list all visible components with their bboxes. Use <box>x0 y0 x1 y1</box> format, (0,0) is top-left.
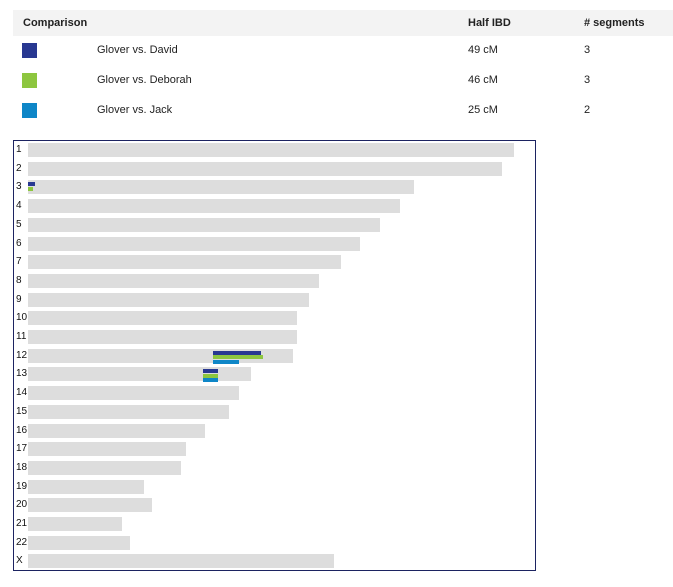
chromosome-row-3: 3 <box>14 178 535 196</box>
chromosome-row-19: 19 <box>14 478 535 496</box>
table-row[interactable]: Glover vs. David 49 cM 3 <box>13 37 673 67</box>
chromosome-bar <box>28 161 503 176</box>
header-segments: # segments <box>584 17 645 29</box>
segments-count: 3 <box>584 44 591 56</box>
chromosome-row-22: 22 <box>14 534 535 552</box>
ibd-segment[interactable] <box>213 350 261 355</box>
chromosome-row-4: 4 <box>14 197 535 215</box>
chromosome-bar <box>28 404 229 419</box>
ibd-segment[interactable] <box>203 378 219 383</box>
table-row[interactable]: Glover vs. Deborah 46 cM 3 <box>13 67 673 97</box>
chromosome-bar <box>28 143 515 157</box>
chromosome-row-16: 16 <box>14 422 535 440</box>
chromosome-label: 17 <box>16 443 28 455</box>
segments-count: 2 <box>584 104 591 116</box>
chromosome-label: 19 <box>16 480 28 492</box>
chromosome-bar <box>28 517 122 531</box>
segments-count: 3 <box>584 74 591 86</box>
chromosome-row-1: 1 <box>14 141 535 159</box>
chromosome-row-10: 10 <box>14 309 535 327</box>
chromosome-bar <box>28 367 251 382</box>
color-swatch <box>22 73 37 88</box>
chromosome-label: 18 <box>16 461 28 473</box>
chromosome-row-6: 6 <box>14 235 535 253</box>
chromosome-label: 16 <box>16 424 28 436</box>
half-ibd-value: 46 cM <box>468 74 498 86</box>
chromosome-label: 4 <box>16 200 22 212</box>
chromosome-label: 2 <box>16 162 22 174</box>
chromosome-row-18: 18 <box>14 459 535 477</box>
chromosome-row-5: 5 <box>14 216 535 234</box>
chromosome-row-2: 2 <box>14 160 535 178</box>
comparison-name: Glover vs. Deborah <box>97 74 192 86</box>
chromosome-label: 15 <box>16 405 28 417</box>
chromosome-browser: 1 2 3 4 5 6 7 8 9 10 11 12 13 14 15 16 17 18 19 20 21 22 X <box>13 140 536 571</box>
comparison-name: Glover vs. David <box>97 44 178 56</box>
chromosome-bar <box>28 199 401 214</box>
half-ibd-value: 25 cM <box>468 104 498 116</box>
chromosome-label: 5 <box>16 218 22 230</box>
chromosome-label: 13 <box>16 368 28 380</box>
color-swatch <box>22 43 37 58</box>
chromosome-bar <box>28 273 319 288</box>
chromosome-bar <box>28 330 297 344</box>
chromosome-label: 21 <box>16 518 28 529</box>
chromosome-row-9: 9 <box>14 291 535 309</box>
chromosome-bar <box>28 311 297 326</box>
chromosome-label: 10 <box>16 312 28 324</box>
chromosome-bar <box>28 442 187 457</box>
chromosome-bar <box>28 498 153 513</box>
ibd-segment[interactable] <box>28 182 35 187</box>
chromosome-row-7: 7 <box>14 253 535 271</box>
table-row[interactable]: Glover vs. Jack 25 cM 2 <box>13 97 673 127</box>
chromosome-bar <box>28 535 130 550</box>
chromosome-label: 7 <box>16 256 22 268</box>
chromosome-label: 1 <box>16 144 22 155</box>
chromosome-label: 14 <box>16 387 28 399</box>
ibd-segment[interactable] <box>203 373 219 378</box>
chromosome-bar <box>28 479 144 494</box>
chromosome-row-14: 14 <box>14 384 535 402</box>
chromosome-row-21: 21 <box>14 515 535 533</box>
chromosome-bar <box>28 554 334 569</box>
chromosome-row-17: 17 <box>14 440 535 458</box>
ibd-segment[interactable] <box>28 186 34 191</box>
chromosome-label: X <box>16 555 23 567</box>
chromosome-bar <box>28 292 309 307</box>
chromosome-bar <box>28 423 205 438</box>
chromosome-row-8: 8 <box>14 272 535 290</box>
chromosome-label: 22 <box>16 536 28 548</box>
chromosome-label: 8 <box>16 274 22 286</box>
ibd-segment[interactable] <box>213 359 239 364</box>
chromosome-bar <box>28 460 181 475</box>
chromosome-label: 20 <box>16 499 28 511</box>
color-swatch <box>22 103 37 118</box>
header-half-ibd: Half IBD <box>468 17 511 29</box>
ibd-segment[interactable] <box>213 355 263 360</box>
chromosome-bar <box>28 217 380 232</box>
chromosome-bar <box>28 386 239 401</box>
chromosome-row-11: 11 <box>14 328 535 346</box>
chromosome-row-15: 15 <box>14 403 535 421</box>
comparison-name: Glover vs. Jack <box>97 104 173 116</box>
chromosome-row-x: X <box>14 552 535 570</box>
chromosome-row-13: 13 <box>14 365 535 383</box>
half-ibd-value: 49 cM <box>468 44 498 56</box>
chromosome-label: 3 <box>16 181 22 193</box>
chromosome-label: 12 <box>16 349 28 361</box>
table-header: Comparison Half IBD # segments <box>13 10 673 36</box>
chromosome-label: 9 <box>16 293 22 305</box>
chromosome-bar <box>28 236 360 251</box>
chromosome-row-20: 20 <box>14 496 535 514</box>
chromosome-row-12: 12 <box>14 347 535 365</box>
chromosome-label: 11 <box>16 331 27 342</box>
chromosome-bar <box>28 255 341 270</box>
ibd-segment[interactable] <box>203 369 219 374</box>
header-comparison: Comparison <box>23 17 88 29</box>
chromosome-bar <box>28 180 414 195</box>
chromosome-label: 6 <box>16 237 22 249</box>
